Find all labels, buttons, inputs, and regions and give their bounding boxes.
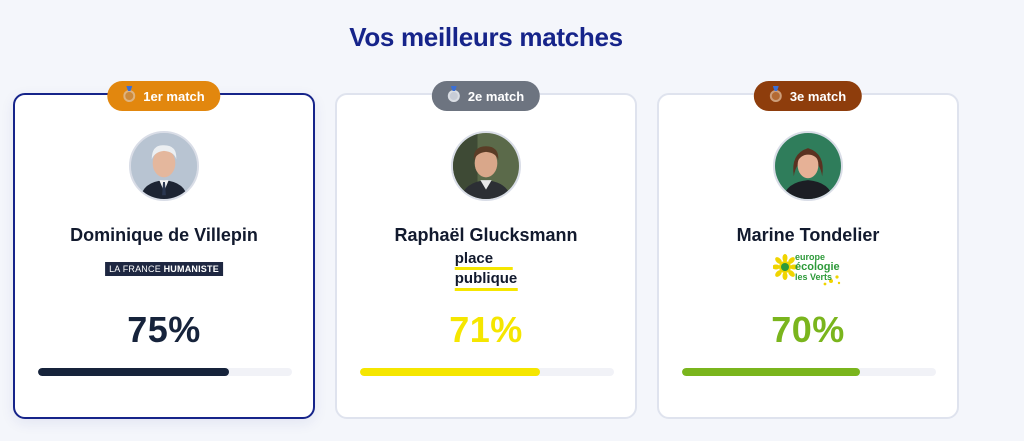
party-logo: place publique	[454, 251, 518, 291]
match-progress-bar	[682, 368, 936, 376]
match-progress-fill	[360, 368, 541, 376]
match-progress-bar	[38, 368, 292, 376]
match-progress-fill	[682, 368, 860, 376]
page-title: Vos meilleurs matches	[349, 22, 623, 52]
party-logo: LA FRANCE HUMANISTE	[105, 262, 223, 276]
avatar	[451, 131, 521, 201]
sunflower-icon	[773, 254, 841, 286]
medal-icon	[447, 90, 460, 102]
party-logo: europe écologie les Verts	[773, 251, 843, 287]
rank-label: 2e match	[467, 88, 525, 104]
candidate-name: Marine Tondelier	[736, 225, 880, 245]
avatar	[129, 131, 199, 201]
medal-icon	[769, 90, 782, 102]
candidate-name: Dominique de Villepin	[70, 225, 258, 245]
rank-badge: 2e match	[431, 81, 541, 111]
rank-label: 1er match	[143, 88, 205, 104]
avatar	[773, 131, 843, 201]
match-card-3[interactable]: 3e match Marine Tondelier	[657, 81, 959, 419]
match-card-1[interactable]: 1er match Dominique de Villepin LA FRANC…	[13, 81, 315, 419]
match-card-2[interactable]: 2e match Raphaël Glucksmann place publiq…	[335, 81, 637, 419]
match-progress-bar	[360, 368, 614, 376]
match-score: 71%	[449, 309, 523, 350]
match-progress-fill	[38, 368, 229, 376]
match-score: 75%	[127, 309, 201, 350]
rank-label: 3e match	[789, 88, 847, 104]
candidate-name: Raphaël Glucksmann	[394, 225, 578, 245]
match-score: 70%	[771, 309, 845, 350]
medal-icon	[123, 90, 136, 102]
rank-badge: 3e match	[753, 81, 863, 111]
rank-badge: 1er match	[107, 81, 221, 111]
